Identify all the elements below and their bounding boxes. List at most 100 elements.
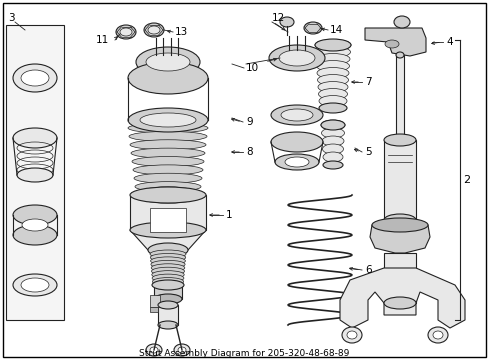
- Ellipse shape: [131, 148, 204, 158]
- Ellipse shape: [341, 327, 361, 343]
- Ellipse shape: [143, 23, 163, 37]
- Ellipse shape: [321, 128, 344, 138]
- Ellipse shape: [274, 154, 318, 170]
- Ellipse shape: [146, 344, 162, 356]
- Ellipse shape: [136, 47, 200, 77]
- Ellipse shape: [314, 39, 350, 51]
- Ellipse shape: [384, 40, 398, 48]
- Polygon shape: [339, 268, 464, 328]
- Text: 13: 13: [175, 27, 188, 37]
- Ellipse shape: [130, 140, 205, 150]
- Ellipse shape: [152, 278, 183, 285]
- Ellipse shape: [134, 173, 202, 183]
- Ellipse shape: [148, 243, 187, 257]
- Ellipse shape: [268, 45, 325, 71]
- Ellipse shape: [17, 168, 53, 182]
- Polygon shape: [364, 28, 425, 56]
- Text: 5: 5: [364, 147, 371, 157]
- Ellipse shape: [318, 89, 347, 99]
- Ellipse shape: [150, 257, 185, 265]
- Text: 8: 8: [245, 147, 252, 157]
- Ellipse shape: [432, 331, 442, 339]
- Ellipse shape: [151, 267, 184, 275]
- Ellipse shape: [13, 64, 57, 92]
- Ellipse shape: [158, 301, 178, 309]
- Ellipse shape: [13, 205, 57, 225]
- Ellipse shape: [174, 344, 190, 356]
- Ellipse shape: [395, 52, 403, 58]
- Ellipse shape: [150, 250, 185, 258]
- Ellipse shape: [346, 331, 356, 339]
- Ellipse shape: [321, 136, 343, 146]
- Ellipse shape: [151, 271, 184, 279]
- Ellipse shape: [304, 22, 321, 34]
- Ellipse shape: [383, 134, 415, 146]
- Ellipse shape: [427, 327, 447, 343]
- Bar: [158, 305, 178, 325]
- Ellipse shape: [150, 253, 185, 261]
- Ellipse shape: [371, 218, 427, 232]
- Bar: [383, 140, 415, 220]
- Ellipse shape: [129, 131, 206, 141]
- Ellipse shape: [323, 161, 342, 169]
- Ellipse shape: [151, 260, 185, 268]
- Ellipse shape: [130, 187, 205, 203]
- Ellipse shape: [120, 28, 132, 36]
- Bar: [150, 307, 158, 312]
- Ellipse shape: [270, 132, 323, 152]
- Ellipse shape: [128, 62, 207, 94]
- Ellipse shape: [128, 123, 207, 133]
- Ellipse shape: [132, 157, 203, 166]
- Ellipse shape: [136, 187, 200, 203]
- Ellipse shape: [320, 120, 345, 130]
- Ellipse shape: [140, 113, 196, 127]
- Ellipse shape: [152, 274, 183, 282]
- Ellipse shape: [13, 225, 57, 245]
- Ellipse shape: [279, 50, 314, 66]
- Ellipse shape: [317, 75, 348, 85]
- Ellipse shape: [146, 53, 190, 71]
- Ellipse shape: [315, 46, 350, 58]
- Ellipse shape: [383, 214, 415, 226]
- Ellipse shape: [13, 128, 57, 148]
- Ellipse shape: [21, 70, 49, 86]
- Text: 2: 2: [462, 175, 469, 185]
- Text: Strut Assembly Diagram for 205-320-48-68-89: Strut Assembly Diagram for 205-320-48-68…: [139, 350, 348, 359]
- Bar: [154, 285, 182, 299]
- Ellipse shape: [393, 16, 409, 28]
- Ellipse shape: [128, 108, 207, 132]
- Ellipse shape: [383, 297, 415, 309]
- Text: 9: 9: [245, 117, 252, 127]
- Ellipse shape: [318, 103, 346, 113]
- Ellipse shape: [133, 165, 203, 175]
- Text: 4: 4: [445, 37, 452, 47]
- Bar: [6, 25, 64, 320]
- Ellipse shape: [320, 120, 345, 130]
- Ellipse shape: [154, 294, 182, 304]
- Bar: [383, 253, 415, 303]
- Ellipse shape: [22, 219, 48, 231]
- Ellipse shape: [314, 40, 350, 50]
- Text: 11: 11: [96, 35, 109, 45]
- Bar: [130, 195, 205, 230]
- Ellipse shape: [135, 182, 201, 192]
- Ellipse shape: [158, 321, 178, 329]
- Text: 12: 12: [271, 13, 285, 23]
- Ellipse shape: [151, 264, 184, 272]
- Ellipse shape: [178, 347, 185, 353]
- Text: 6: 6: [364, 265, 371, 275]
- Ellipse shape: [315, 54, 349, 64]
- Ellipse shape: [152, 280, 183, 290]
- Ellipse shape: [316, 60, 349, 72]
- Ellipse shape: [317, 81, 347, 93]
- Ellipse shape: [280, 17, 293, 27]
- Ellipse shape: [285, 157, 308, 167]
- Bar: [395, 55, 403, 140]
- Ellipse shape: [116, 25, 136, 39]
- Ellipse shape: [21, 278, 49, 292]
- Text: 3: 3: [8, 13, 15, 23]
- Polygon shape: [130, 230, 205, 250]
- Text: 10: 10: [245, 63, 259, 73]
- Ellipse shape: [323, 152, 342, 162]
- Ellipse shape: [322, 144, 343, 154]
